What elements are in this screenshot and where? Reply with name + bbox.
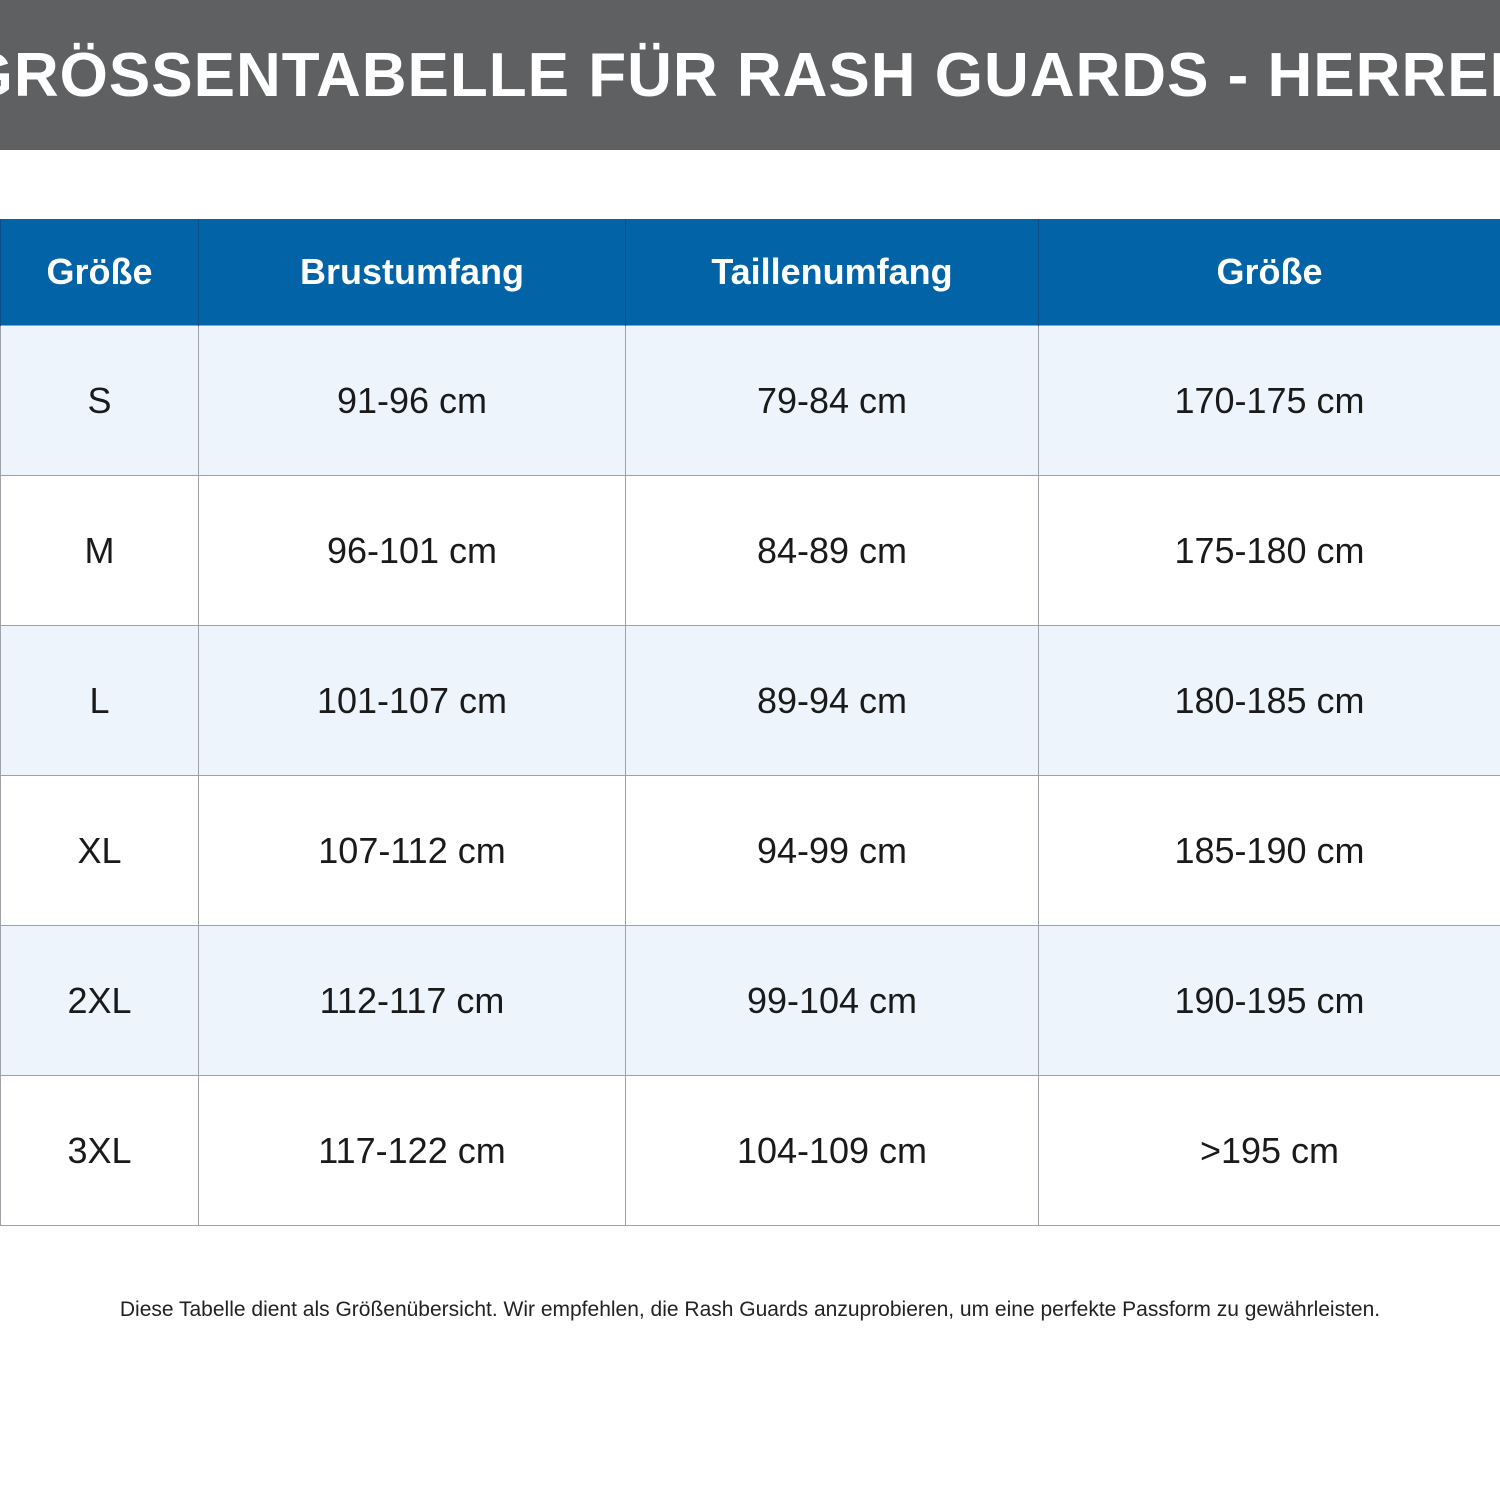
table-header-row: Größe Brustumfang Taillenumfang Größe (0, 219, 1500, 326)
header-waist: Taillenumfang (625, 219, 1039, 326)
table-row: S 91-96 cm 79-84 cm 170-175 cm (0, 325, 1500, 476)
table-row: XL 107-112 cm 94-99 cm 185-190 cm (0, 775, 1500, 926)
size-cell: 2XL (0, 925, 199, 1076)
waist-cell: 79-84 cm (625, 325, 1039, 476)
height-cell: >195 cm (1038, 1075, 1500, 1226)
header-size: Größe (0, 219, 199, 326)
height-cell: 170-175 cm (1038, 325, 1500, 476)
waist-cell: 94-99 cm (625, 775, 1039, 926)
title-bar: GRÖSSENTABELLE FÜR RASH GUARDS - HERREN (0, 0, 1500, 150)
header-chest: Brustumfang (198, 219, 626, 326)
page-title: GRÖSSENTABELLE FÜR RASH GUARDS - HERREN (0, 40, 1500, 110)
waist-cell: 99-104 cm (625, 925, 1039, 1076)
chest-cell: 101-107 cm (198, 625, 626, 776)
size-table: Größe Brustumfang Taillenumfang Größe S … (0, 219, 1500, 1226)
table-row: L 101-107 cm 89-94 cm 180-185 cm (0, 625, 1500, 776)
table-row: M 96-101 cm 84-89 cm 175-180 cm (0, 475, 1500, 626)
size-cell: XL (0, 775, 199, 926)
size-cell: M (0, 475, 199, 626)
chest-cell: 96-101 cm (198, 475, 626, 626)
waist-cell: 84-89 cm (625, 475, 1039, 626)
size-cell: S (0, 325, 199, 476)
size-cell: L (0, 625, 199, 776)
chest-cell: 107-112 cm (198, 775, 626, 926)
table-row: 3XL 117-122 cm 104-109 cm >195 cm (0, 1075, 1500, 1226)
chest-cell: 117-122 cm (198, 1075, 626, 1226)
size-cell: 3XL (0, 1075, 199, 1226)
height-cell: 175-180 cm (1038, 475, 1500, 626)
header-height: Größe (1038, 219, 1500, 326)
waist-cell: 89-94 cm (625, 625, 1039, 776)
footnote: Diese Tabelle dient als Größenübersicht.… (119, 1298, 1381, 1321)
height-cell: 185-190 cm (1038, 775, 1500, 926)
chest-cell: 112-117 cm (198, 925, 626, 1076)
chest-cell: 91-96 cm (198, 325, 626, 476)
height-cell: 180-185 cm (1038, 625, 1500, 776)
table-row: 2XL 112-117 cm 99-104 cm 190-195 cm (0, 925, 1500, 1076)
height-cell: 190-195 cm (1038, 925, 1500, 1076)
waist-cell: 104-109 cm (625, 1075, 1039, 1226)
